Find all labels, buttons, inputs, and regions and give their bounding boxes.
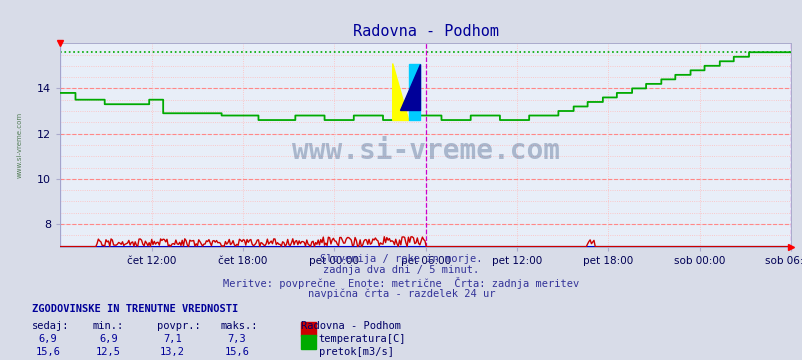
- Text: 7,3: 7,3: [227, 334, 246, 344]
- Polygon shape: [392, 64, 408, 121]
- Text: 15,6: 15,6: [35, 347, 61, 357]
- Text: zadnja dva dni / 5 minut.: zadnja dva dni / 5 minut.: [323, 265, 479, 275]
- Text: 15,6: 15,6: [224, 347, 249, 357]
- Text: 6,9: 6,9: [99, 334, 118, 344]
- Text: ZGODOVINSKE IN TRENUTNE VREDNOSTI: ZGODOVINSKE IN TRENUTNE VREDNOSTI: [32, 304, 238, 314]
- Text: 6,9: 6,9: [38, 334, 58, 344]
- Text: povpr.:: povpr.:: [156, 321, 200, 331]
- Text: 12,5: 12,5: [95, 347, 121, 357]
- Text: min.:: min.:: [92, 321, 124, 331]
- Text: maks.:: maks.:: [221, 321, 258, 331]
- Polygon shape: [399, 64, 420, 110]
- Bar: [301, 322, 315, 336]
- Text: 13,2: 13,2: [160, 347, 185, 357]
- Bar: [301, 335, 315, 349]
- Text: 7,1: 7,1: [163, 334, 182, 344]
- Text: www.si-vreme.com: www.si-vreme.com: [291, 137, 559, 165]
- Title: Radovna - Podhom: Radovna - Podhom: [352, 24, 498, 39]
- Text: Meritve: povprečne  Enote: metrične  Črta: zadnja meritev: Meritve: povprečne Enote: metrične Črta:…: [223, 277, 579, 289]
- Text: Slovenija / reke in morje.: Slovenija / reke in morje.: [320, 254, 482, 264]
- Text: Radovna - Podhom: Radovna - Podhom: [301, 321, 401, 331]
- Text: navpična črta - razdelek 24 ur: navpična črta - razdelek 24 ur: [307, 288, 495, 299]
- Text: temperatura[C]: temperatura[C]: [318, 334, 406, 344]
- Polygon shape: [408, 64, 420, 121]
- Text: pretok[m3/s]: pretok[m3/s]: [318, 347, 393, 357]
- Text: sedaj:: sedaj:: [32, 321, 70, 331]
- Text: www.si-vreme.com: www.si-vreme.com: [17, 112, 23, 178]
